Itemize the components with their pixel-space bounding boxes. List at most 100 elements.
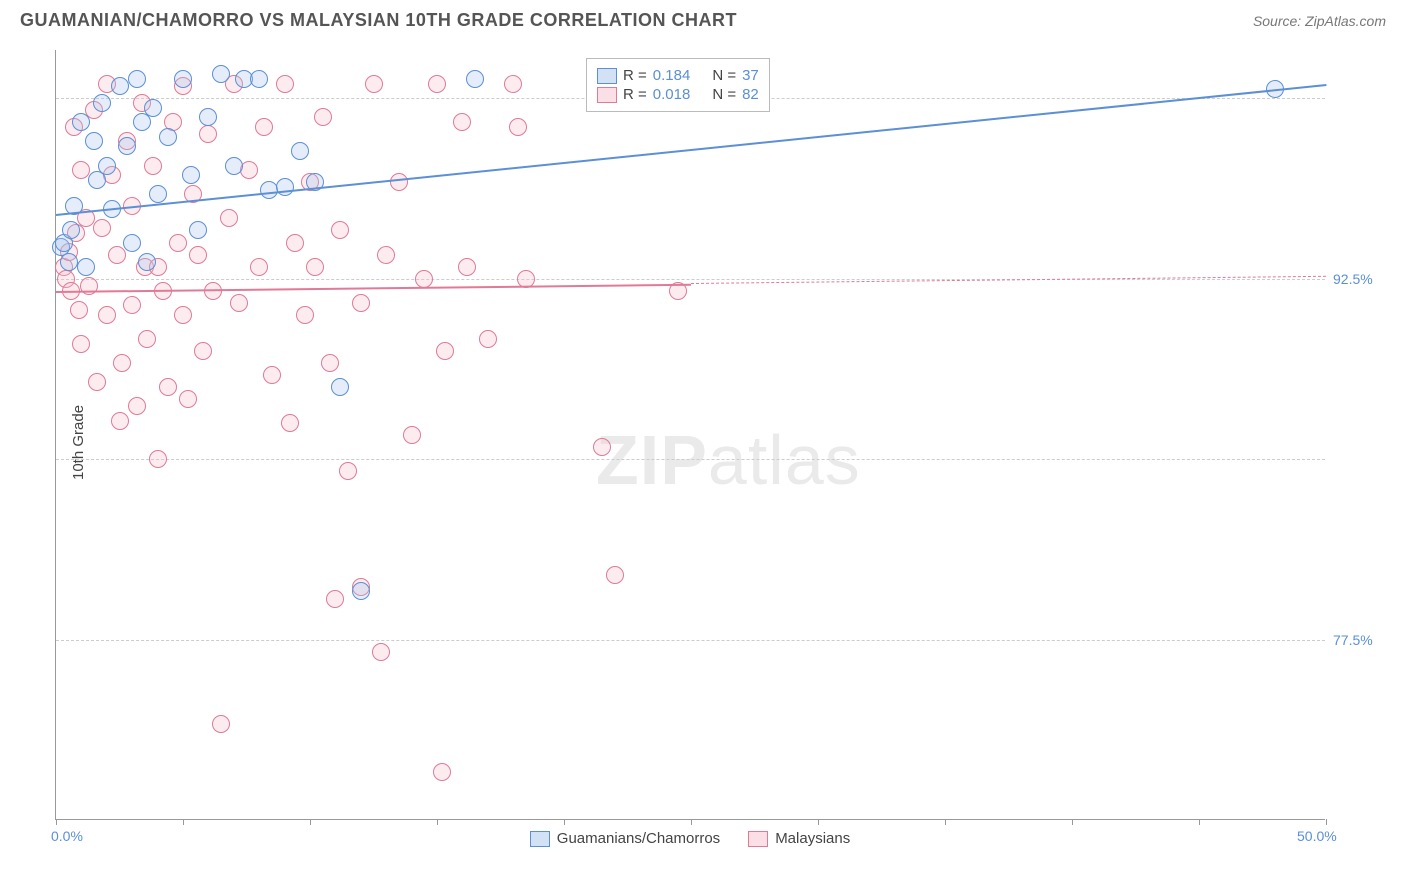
gridline — [56, 640, 1325, 641]
legend-swatch — [530, 831, 550, 847]
scatter-point — [230, 294, 248, 312]
scatter-point — [403, 426, 421, 444]
x-tick — [1072, 819, 1073, 825]
scatter-point — [606, 566, 624, 584]
scatter-point — [352, 582, 370, 600]
scatter-point — [212, 715, 230, 733]
scatter-point — [225, 157, 243, 175]
scatter-point — [60, 253, 78, 271]
scatter-point — [174, 70, 192, 88]
stats-box: R = 0.184 N = 37 R = 0.018 N = 82 — [586, 58, 770, 112]
scatter-point — [593, 438, 611, 456]
scatter-point — [128, 70, 146, 88]
scatter-point — [149, 450, 167, 468]
scatter-point — [128, 397, 146, 415]
x-tick — [564, 819, 565, 825]
scatter-point — [433, 763, 451, 781]
n-label: N = — [712, 86, 736, 103]
scatter-point — [72, 335, 90, 353]
y-tick-label: 77.5% — [1333, 632, 1373, 648]
scatter-point — [169, 234, 187, 252]
scatter-point — [453, 113, 471, 131]
scatter-point — [77, 258, 95, 276]
scatter-point — [85, 132, 103, 150]
stats-row: R =0.184N =37 — [597, 67, 759, 84]
scatter-point — [113, 354, 131, 372]
scatter-point — [159, 378, 177, 396]
scatter-point — [466, 70, 484, 88]
scatter-point — [326, 590, 344, 608]
scatter-point — [286, 234, 304, 252]
scatter-point — [291, 142, 309, 160]
scatter-point — [199, 108, 217, 126]
scatter-point — [377, 246, 395, 264]
scatter-point — [144, 157, 162, 175]
scatter-point — [93, 94, 111, 112]
n-value: 82 — [742, 86, 759, 103]
scatter-point — [123, 234, 141, 252]
r-value: 0.184 — [653, 67, 691, 84]
scatter-point — [138, 330, 156, 348]
x-tick — [691, 819, 692, 825]
x-tick — [1326, 819, 1327, 825]
plot-area: ZIPatlas R =0.184N =37R =0.018N =82 — [55, 50, 1325, 820]
scatter-point — [123, 296, 141, 314]
scatter-point — [70, 301, 88, 319]
scatter-point — [390, 173, 408, 191]
scatter-point — [339, 462, 357, 480]
r-label: R = — [623, 86, 647, 103]
x-tick — [818, 819, 819, 825]
scatter-point — [314, 108, 332, 126]
scatter-point — [174, 306, 192, 324]
scatter-point — [331, 221, 349, 239]
trend-line — [56, 283, 691, 292]
scatter-point — [118, 137, 136, 155]
legend-swatch — [597, 87, 617, 103]
scatter-point — [108, 246, 126, 264]
scatter-point — [250, 258, 268, 276]
scatter-point — [179, 390, 197, 408]
stats-row: R = 0.018 N = 82 — [597, 86, 759, 103]
legend-label: Malaysians — [775, 830, 850, 847]
scatter-point — [352, 294, 370, 312]
scatter-point — [93, 219, 111, 237]
scatter-point — [111, 77, 129, 95]
y-tick-label: 92.5% — [1333, 271, 1373, 287]
x-tick — [310, 819, 311, 825]
scatter-point — [255, 118, 273, 136]
scatter-point — [149, 185, 167, 203]
scatter-point — [428, 75, 446, 93]
scatter-point — [98, 306, 116, 324]
legend-item: Malaysians — [748, 830, 850, 847]
scatter-point — [436, 342, 454, 360]
scatter-point — [372, 643, 390, 661]
legend-item: Guamanians/Chamorros — [530, 830, 720, 847]
scatter-point — [98, 157, 116, 175]
scatter-point — [479, 330, 497, 348]
scatter-point — [111, 412, 129, 430]
scatter-point — [212, 65, 230, 83]
trend-line — [691, 276, 1326, 284]
scatter-point — [182, 166, 200, 184]
scatter-point — [250, 70, 268, 88]
legend-swatch — [597, 68, 617, 84]
scatter-point — [199, 125, 217, 143]
scatter-point — [509, 118, 527, 136]
scatter-point — [321, 354, 339, 372]
scatter-point — [281, 414, 299, 432]
scatter-point — [138, 253, 156, 271]
x-tick — [1199, 819, 1200, 825]
scatter-point — [276, 75, 294, 93]
scatter-point — [189, 246, 207, 264]
scatter-point — [296, 306, 314, 324]
r-value: 0.018 — [653, 86, 691, 103]
scatter-point — [62, 221, 80, 239]
r-label: R = — [623, 67, 647, 84]
legend-label: Guamanians/Chamorros — [557, 830, 720, 847]
scatter-point — [159, 128, 177, 146]
n-value: 37 — [742, 67, 759, 84]
scatter-point — [88, 373, 106, 391]
scatter-point — [263, 366, 281, 384]
scatter-point — [331, 378, 349, 396]
bottom-legend: Guamanians/Chamorros Malaysians — [55, 830, 1325, 847]
